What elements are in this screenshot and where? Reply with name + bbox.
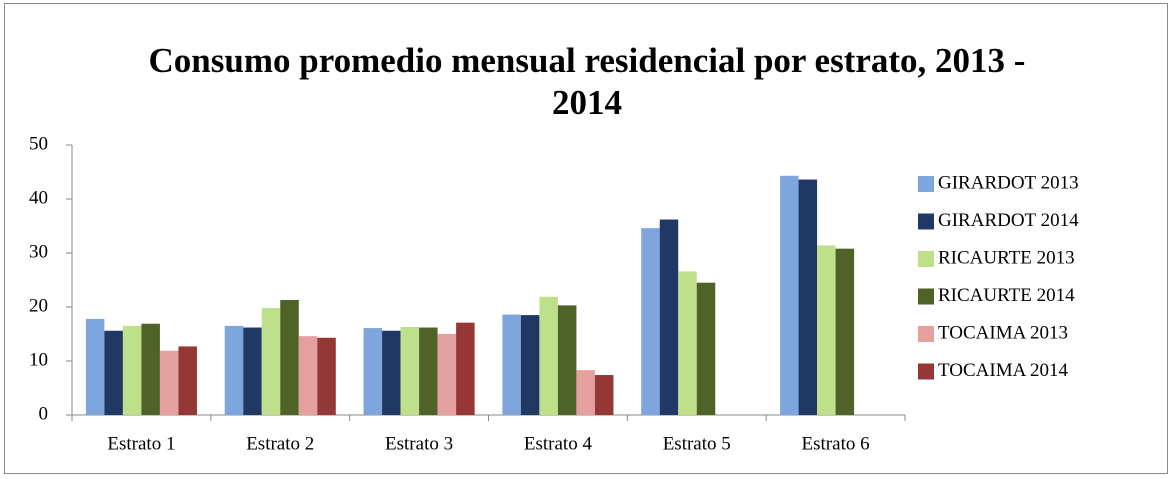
bar [178, 346, 197, 415]
x-tick-label: Estrato 4 [524, 433, 593, 454]
legend-label: TOCAIMA 2013 [938, 322, 1068, 343]
bar [298, 336, 318, 415]
bar [557, 305, 577, 415]
y-tick-label: 0 [39, 403, 49, 424]
bar [696, 282, 716, 415]
x-tick-label: Estrato 3 [385, 433, 453, 454]
bar [382, 330, 401, 415]
bar [817, 245, 836, 415]
bar [594, 375, 614, 415]
bar [363, 328, 383, 415]
bar [835, 248, 855, 415]
bar [141, 323, 160, 415]
bar [400, 326, 420, 415]
x-tick-label: Estrato 1 [107, 433, 175, 454]
y-tick-label: 10 [29, 349, 48, 370]
y-tick-label: 40 [29, 187, 48, 208]
bar [419, 327, 438, 415]
legend-swatch [918, 363, 934, 380]
bar [641, 228, 660, 415]
chart-frame [4, 3, 1168, 474]
legend-label: GIRARDOT 2013 [938, 172, 1079, 193]
chart-title: Consumo promedio mensual residencial por… [148, 41, 1026, 122]
legend-swatch [918, 213, 934, 230]
bar [85, 318, 105, 415]
bar [456, 322, 475, 415]
bar [317, 337, 336, 415]
bar [261, 308, 281, 415]
legend-label: TOCAIMA 2014 [938, 360, 1069, 381]
bar [576, 370, 595, 415]
bar [502, 314, 521, 415]
y-tick-label: 20 [29, 295, 48, 316]
x-tick-label: Estrato 6 [802, 433, 870, 454]
x-tick-label: Estrato 5 [663, 433, 731, 454]
bar [224, 325, 244, 415]
bar [520, 315, 540, 415]
legend-swatch [918, 251, 934, 267]
bar [122, 325, 142, 415]
bar [437, 334, 457, 415]
bar [798, 179, 818, 415]
bar [104, 330, 123, 415]
bar [243, 327, 262, 415]
y-tick-label: 30 [29, 241, 48, 262]
x-tick-label: Estrato 2 [246, 433, 314, 454]
legend-label: RICAURTE 2014 [938, 285, 1075, 306]
legend-label: GIRARDOT 2014 [938, 210, 1079, 231]
bar [159, 350, 179, 415]
bar [678, 271, 697, 415]
bar [659, 219, 679, 415]
y-tick-label: 50 [29, 133, 48, 154]
bar [780, 175, 799, 415]
legend-swatch [918, 326, 934, 342]
legend-swatch [918, 288, 934, 305]
bar [539, 296, 558, 415]
legend-label: RICAURTE 2013 [938, 247, 1075, 268]
legend-swatch [918, 176, 934, 192]
bar [280, 299, 299, 415]
